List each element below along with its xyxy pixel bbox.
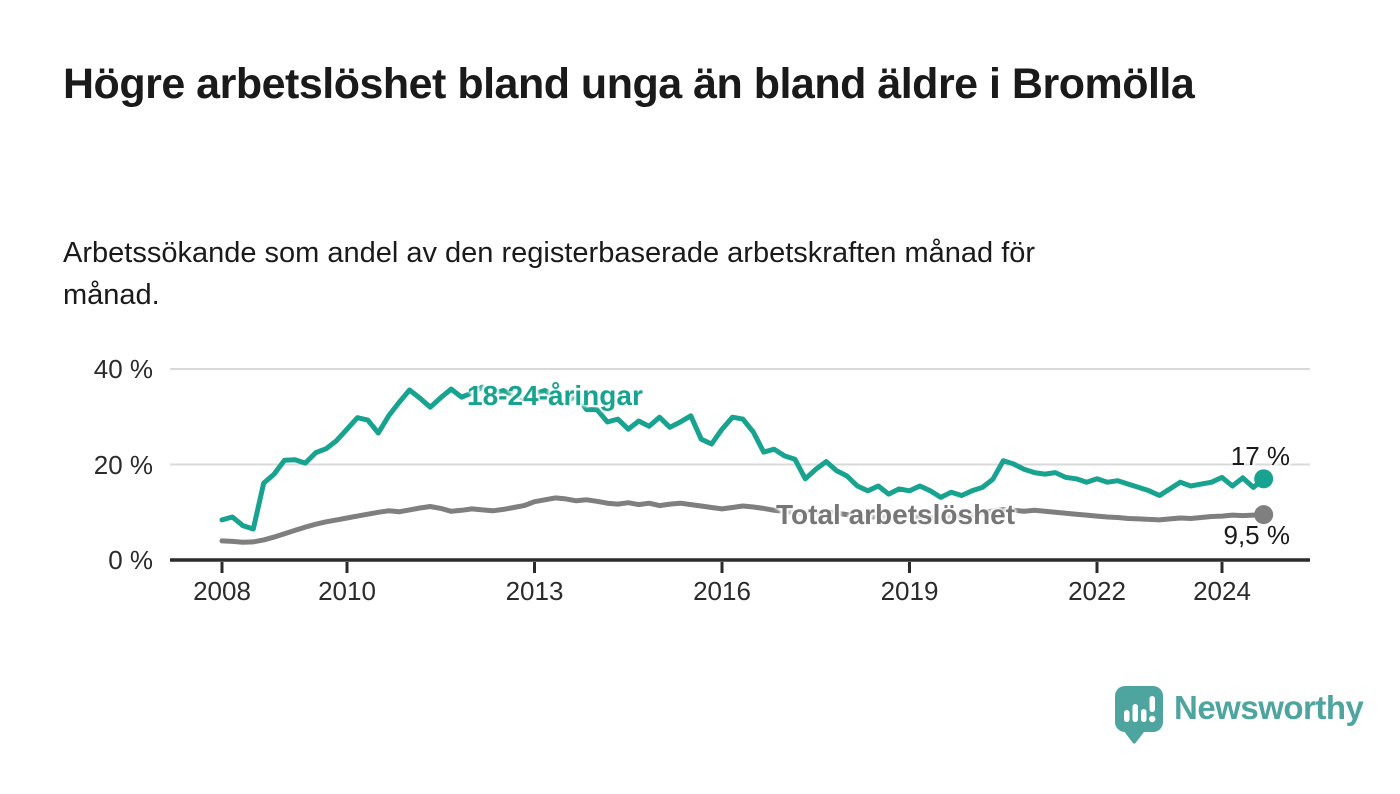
x-tick-label-2024: 2024	[1193, 576, 1251, 606]
chart-canvas	[170, 368, 1310, 573]
series-line-18-24	[219, 384, 1267, 532]
x-tick-label-2010: 2010	[318, 576, 376, 606]
newsworthy-logo-icon	[1115, 686, 1163, 744]
end-value-label-18-24: 17 %	[1230, 441, 1290, 471]
series-label-total: Total arbetslöshet	[776, 499, 1016, 530]
page-subtitle: Arbetssökande som andel av den registerb…	[63, 237, 1036, 312]
x-tick-label-2008: 2008	[193, 576, 251, 606]
x-tick-label-2019: 2019	[880, 576, 939, 606]
series-end-dot-18-24	[1254, 469, 1274, 489]
y-tick-label-0: 0 %	[108, 545, 153, 575]
y-tick-label-20: 20 %	[93, 449, 153, 480]
newsworthy-branding: Newsworthy	[1115, 686, 1364, 744]
series-label-18-24: 18-24-åringar	[467, 380, 643, 411]
y-tick-label-40: 40 %	[93, 354, 153, 384]
series-line-total	[219, 495, 1267, 545]
x-tick-label-2022: 2022	[1068, 576, 1126, 606]
end-value-label-total: 9,5 %	[1223, 520, 1291, 550]
x-tick-label-2013: 2013	[505, 576, 564, 606]
x-tick-label-2016: 2016	[693, 576, 751, 606]
page-title: Högre arbetslöshet bland unga än bland ä…	[63, 60, 1195, 108]
series-end-dot-total	[1254, 505, 1274, 525]
newsworthy-logo-text: Newsworthy	[1174, 689, 1364, 726]
